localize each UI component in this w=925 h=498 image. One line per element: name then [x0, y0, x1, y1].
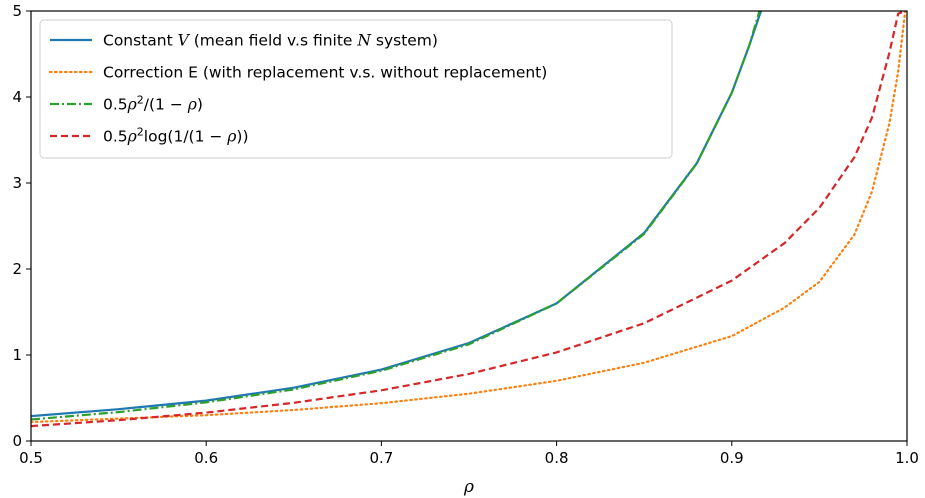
axis-layer: 0.5 0.6 0.7 0.8 0.9 1.0 0 1 2 3 4 5 — [12, 2, 918, 467]
y-tick-label-4: 4 — [12, 88, 22, 106]
y-tick-label-3: 3 — [12, 174, 22, 192]
y-tick-label-2: 2 — [12, 260, 22, 278]
y-tick-label-0: 0 — [12, 432, 22, 450]
legend: Constant V (mean field v.s finite N syst… — [39, 19, 673, 159]
legend-label-3: 0.5ρ2log(1/(1 − ρ)) — [103, 125, 249, 146]
x-tick-label-3: 0.8 — [545, 449, 569, 467]
series-line-1 — [31, 11, 907, 424]
plot-frame — [30, 10, 908, 442]
series-layer — [31, 11, 907, 428]
legend-label-2: 0.5ρ2/(1 − ρ) — [103, 93, 203, 114]
x-tick-label-4: 0.9 — [720, 449, 744, 467]
series-line-2 — [31, 11, 761, 421]
y-tick-label-1: 1 — [12, 346, 22, 364]
legend-label-1: Correction E (with replacement v.s. with… — [103, 64, 547, 82]
legend-box — [39, 19, 673, 159]
x-axis-label: ρ — [463, 477, 474, 497]
series-line-3 — [31, 11, 906, 428]
x-tick-label-2: 0.7 — [369, 449, 393, 467]
y-tick-label-5: 5 — [12, 2, 22, 20]
x-tick-label-0: 0.5 — [19, 449, 43, 467]
legend-label-0: Constant V (mean field v.s finite N syst… — [103, 32, 438, 50]
x-tick-label-1: 0.6 — [194, 449, 218, 467]
x-tick-label-5: 1.0 — [895, 449, 919, 467]
